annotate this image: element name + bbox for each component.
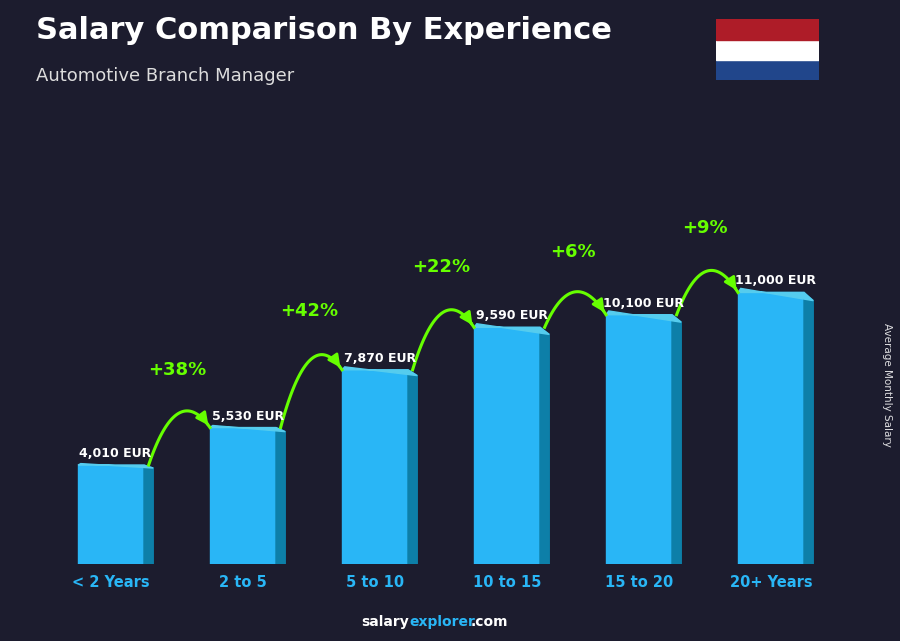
Text: Salary Comparison By Experience: Salary Comparison By Experience xyxy=(36,16,612,45)
Bar xyxy=(716,60,819,80)
Polygon shape xyxy=(804,292,814,564)
Polygon shape xyxy=(342,367,418,376)
Polygon shape xyxy=(606,311,681,322)
Text: Average Monthly Salary: Average Monthly Salary xyxy=(881,322,892,447)
Text: +6%: +6% xyxy=(550,244,596,262)
Text: 9,590 EUR: 9,590 EUR xyxy=(475,310,547,322)
Bar xyxy=(210,428,276,564)
Text: +9%: +9% xyxy=(682,219,728,237)
Polygon shape xyxy=(210,426,285,431)
Bar xyxy=(716,19,819,40)
Bar xyxy=(78,465,144,564)
Polygon shape xyxy=(474,324,549,335)
Text: +38%: +38% xyxy=(148,362,206,379)
Text: salary: salary xyxy=(362,615,410,629)
Polygon shape xyxy=(738,288,814,301)
Text: Automotive Branch Manager: Automotive Branch Manager xyxy=(36,67,294,85)
Polygon shape xyxy=(144,465,153,564)
Polygon shape xyxy=(672,315,681,564)
Text: +22%: +22% xyxy=(412,258,470,276)
Bar xyxy=(474,328,540,564)
Bar xyxy=(716,40,819,60)
Polygon shape xyxy=(78,463,153,468)
Text: +42%: +42% xyxy=(280,302,338,320)
Polygon shape xyxy=(276,428,285,564)
Text: 5,530 EUR: 5,530 EUR xyxy=(212,410,284,422)
Text: 4,010 EUR: 4,010 EUR xyxy=(79,447,152,460)
Text: 7,870 EUR: 7,870 EUR xyxy=(344,352,416,365)
Text: 10,100 EUR: 10,100 EUR xyxy=(603,297,684,310)
Text: .com: .com xyxy=(471,615,508,629)
Bar xyxy=(606,315,672,564)
Polygon shape xyxy=(408,370,418,564)
Polygon shape xyxy=(540,328,549,564)
Bar xyxy=(738,292,804,564)
Text: explorer: explorer xyxy=(410,615,475,629)
Text: 11,000 EUR: 11,000 EUR xyxy=(735,274,816,287)
Bar xyxy=(342,370,408,564)
